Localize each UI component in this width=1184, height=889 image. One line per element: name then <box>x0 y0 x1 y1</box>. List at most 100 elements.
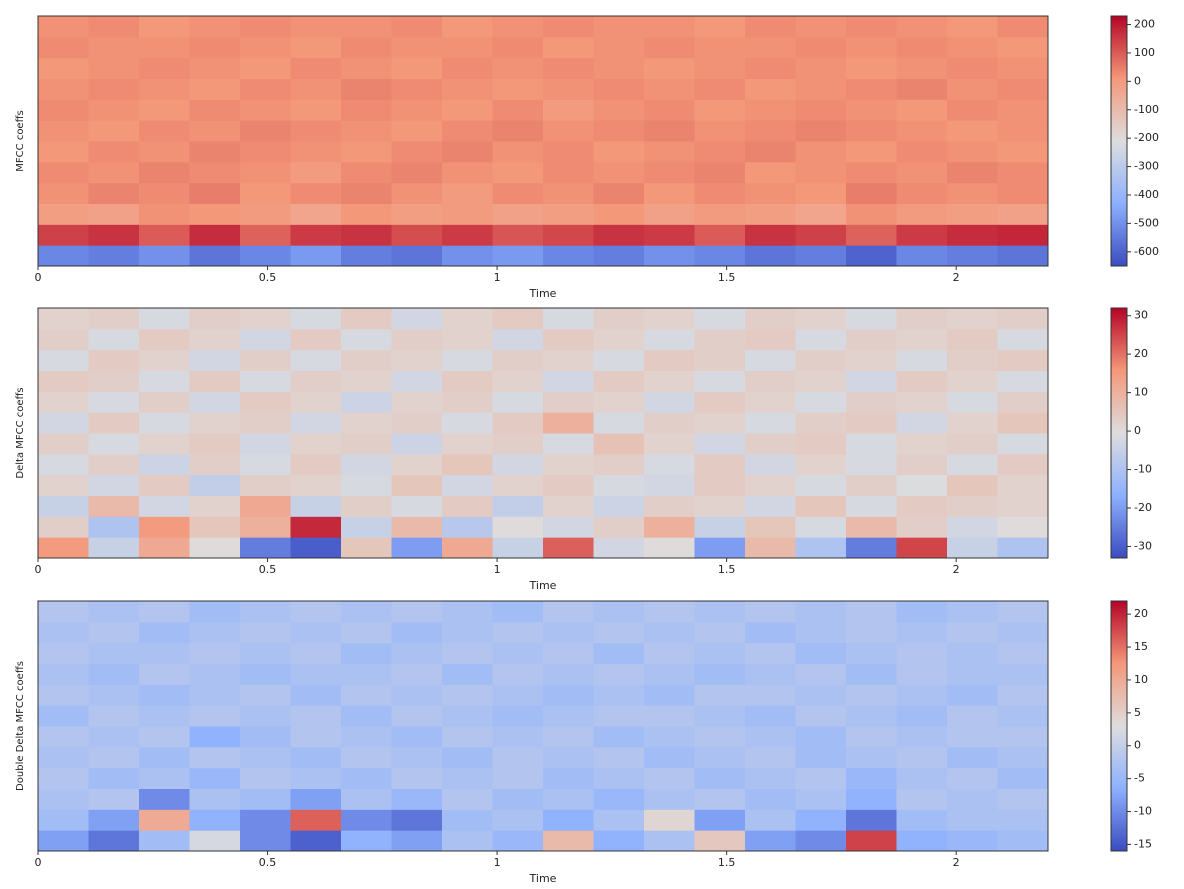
heatmap-cell <box>997 684 1049 706</box>
colorbar-tick-label: -10 <box>1134 463 1152 476</box>
heatmap-cell <box>290 391 342 413</box>
heatmap-cell <box>290 99 342 121</box>
heatmap-cell <box>846 245 897 267</box>
heatmap-cell <box>341 78 392 100</box>
heatmap-cell <box>846 328 897 351</box>
heatmap-cell <box>947 433 998 455</box>
heatmap-cell <box>341 684 392 706</box>
heatmap-cell <box>745 182 796 204</box>
heatmap-cell <box>593 516 645 538</box>
heatmap-cell <box>492 412 544 434</box>
heatmap-cell <box>896 16 948 38</box>
heatmap-cell <box>391 767 443 789</box>
heatmap-cell <box>442 767 493 789</box>
heatmap-cell <box>846 161 897 184</box>
heatmap-cell <box>139 99 190 121</box>
heatmap-cell <box>543 412 594 434</box>
heatmap-cell <box>38 537 89 559</box>
heatmap-cell <box>745 746 796 769</box>
heatmap-cell <box>846 663 897 685</box>
heatmap-cell <box>492 474 544 496</box>
heatmap-cell <box>189 705 241 727</box>
heatmap-cell <box>492 16 544 38</box>
heatmap-cell <box>644 621 695 644</box>
heatmap-cell <box>543 767 594 789</box>
heatmap-cell <box>38 705 89 727</box>
heatmap-cell <box>694 684 746 706</box>
heatmap-cell <box>139 767 190 789</box>
heatmap-cell <box>391 370 443 392</box>
heatmap-cell <box>846 182 897 204</box>
heatmap-cell <box>593 391 645 413</box>
heatmap-cell <box>139 16 190 38</box>
heatmap-cell <box>795 746 847 769</box>
heatmap-cell <box>694 203 746 225</box>
heatmap-cell <box>240 182 291 204</box>
heatmap-cell <box>189 433 241 455</box>
heatmap-cell <box>795 642 847 664</box>
heatmap-cell <box>644 328 695 351</box>
heatmap-cell <box>795 474 847 496</box>
heatmap-cell <box>694 663 746 685</box>
heatmap-cell <box>442 453 493 476</box>
heatmap-cell <box>341 663 392 685</box>
heatmap-cell <box>38 182 89 204</box>
heatmap-cell <box>492 705 544 727</box>
heatmap-cell <box>88 830 140 852</box>
x-axis-label: Time <box>529 287 557 300</box>
heatmap-cell <box>240 57 291 79</box>
heatmap-cell <box>492 203 544 225</box>
heatmap-cell <box>88 537 140 559</box>
heatmap-cell <box>492 767 544 789</box>
heatmap-cell <box>593 120 645 142</box>
heatmap-cell <box>38 36 89 59</box>
heatmap-cell <box>492 830 544 852</box>
heatmap-cell <box>391 224 443 246</box>
heatmap-cell <box>139 57 190 79</box>
heatmap-cell <box>38 746 89 769</box>
heatmap-cell <box>442 120 493 142</box>
x-tick-label: 2 <box>953 856 960 869</box>
heatmap-cell <box>88 726 140 748</box>
colorbar-tick-label: -15 <box>1134 837 1152 850</box>
heatmap-cell <box>593 36 645 59</box>
heatmap-cell <box>341 453 392 476</box>
heatmap-cell <box>341 495 392 517</box>
heatmap-cell <box>543 120 594 142</box>
heatmap-cell <box>896 495 948 517</box>
heatmap-cell <box>795 433 847 455</box>
heatmap-cell <box>543 705 594 727</box>
heatmap-cell <box>139 412 190 434</box>
heatmap-cell <box>543 57 594 79</box>
heatmap-cell <box>694 474 746 496</box>
heatmap-cell <box>139 474 190 496</box>
heatmap-cell <box>543 684 594 706</box>
heatmap-cell <box>543 726 594 748</box>
heatmap-cell <box>644 726 695 748</box>
heatmap-cell <box>391 120 443 142</box>
heatmap-cell <box>694 537 746 559</box>
heatmap-cell <box>543 788 594 810</box>
heatmap-cell <box>391 705 443 727</box>
heatmap-cell <box>139 788 190 810</box>
heatmap-cell <box>240 308 291 330</box>
heatmap-cell <box>38 663 89 685</box>
heatmap-cell <box>88 328 140 351</box>
heatmap-cell <box>997 391 1049 413</box>
heatmap-cell <box>997 516 1049 538</box>
heatmap-cell <box>492 495 544 517</box>
heatmap-cell <box>644 57 695 79</box>
heatmap-cell <box>88 412 140 434</box>
heatmap-cell <box>38 328 89 351</box>
heatmap-cell <box>543 182 594 204</box>
heatmap-cell <box>88 516 140 538</box>
heatmap-cell <box>442 516 493 538</box>
heatmap-cell <box>290 433 342 455</box>
heatmap-cell <box>745 16 796 38</box>
heatmap-cell <box>139 746 190 769</box>
heatmap-cell <box>745 516 796 538</box>
heatmap-cell <box>442 349 493 371</box>
heatmap-cell <box>795 391 847 413</box>
heatmap-cell <box>543 830 594 852</box>
heatmap-cell <box>997 746 1049 769</box>
